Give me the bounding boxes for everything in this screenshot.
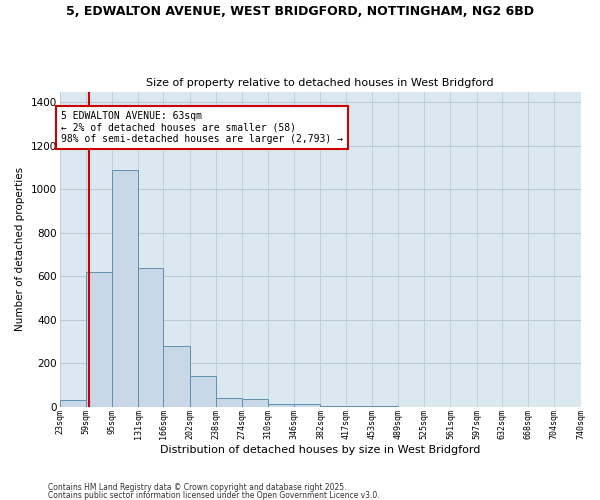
- Bar: [268, 404, 294, 406]
- Text: Contains HM Land Registry data © Crown copyright and database right 2025.: Contains HM Land Registry data © Crown c…: [48, 484, 347, 492]
- Bar: [190, 376, 216, 406]
- Text: Contains public sector information licensed under the Open Government Licence v3: Contains public sector information licen…: [48, 490, 380, 500]
- Text: 5, EDWALTON AVENUE, WEST BRIDGFORD, NOTTINGHAM, NG2 6BD: 5, EDWALTON AVENUE, WEST BRIDGFORD, NOTT…: [66, 5, 534, 18]
- Bar: [138, 268, 163, 406]
- Bar: [112, 170, 138, 406]
- Bar: [294, 404, 320, 406]
- Bar: [242, 399, 268, 406]
- Bar: [163, 346, 190, 406]
- Bar: [59, 400, 86, 406]
- Title: Size of property relative to detached houses in West Bridgford: Size of property relative to detached ho…: [146, 78, 494, 88]
- Text: 5 EDWALTON AVENUE: 63sqm
← 2% of detached houses are smaller (58)
98% of semi-de: 5 EDWALTON AVENUE: 63sqm ← 2% of detache…: [61, 111, 343, 144]
- Y-axis label: Number of detached properties: Number of detached properties: [15, 167, 25, 331]
- Bar: [86, 272, 112, 406]
- Bar: [216, 398, 242, 406]
- X-axis label: Distribution of detached houses by size in West Bridgford: Distribution of detached houses by size …: [160, 445, 480, 455]
